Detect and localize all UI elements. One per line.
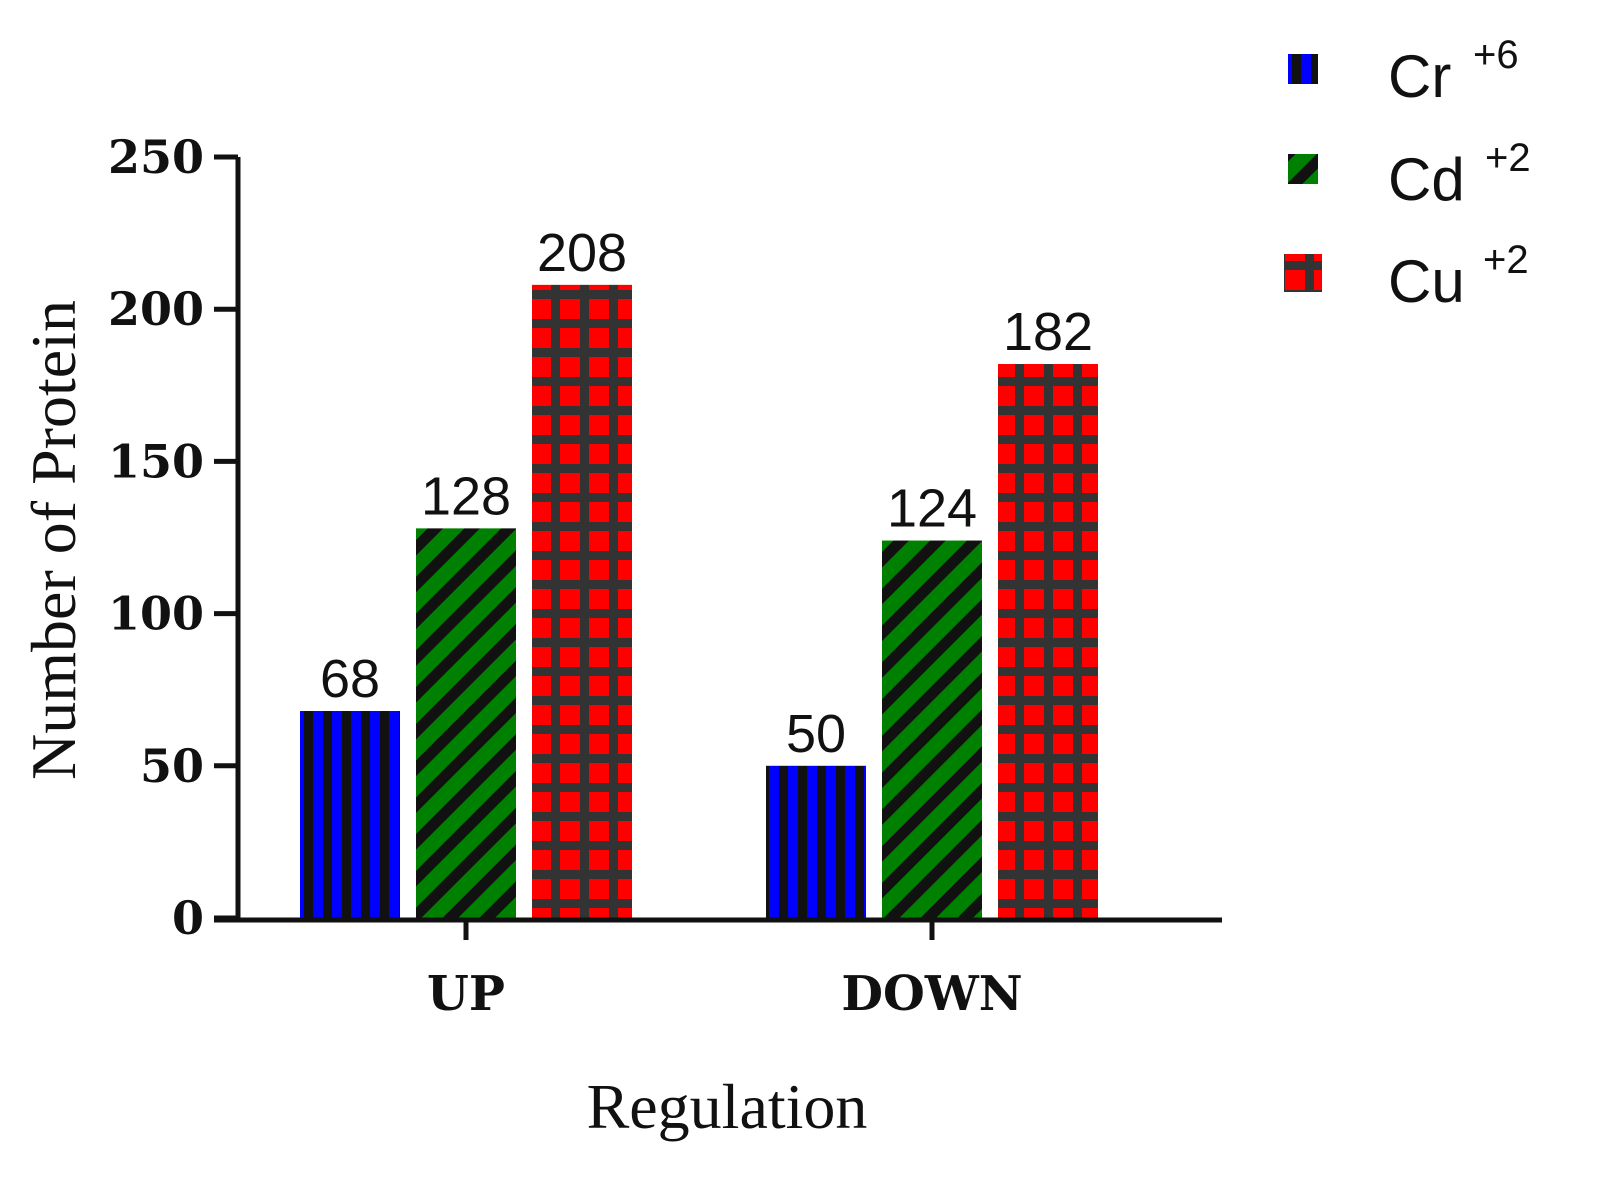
- legend-label-cr: Cr: [1388, 43, 1451, 110]
- legend-superscript-cu: +2: [1483, 238, 1529, 282]
- x-ticks-layer: UP DOWN: [427, 920, 1023, 1022]
- bar-down-cr: [766, 765, 866, 918]
- y-ticks-layer: 0 50 100 150 200 250: [108, 130, 238, 945]
- legend: Cr +6 Cd +2 Cu +2: [1284, 33, 1531, 315]
- bar-down-cd: [882, 540, 982, 918]
- value-label-down-cu: 182: [1003, 302, 1093, 362]
- value-label-up-cr: 68: [320, 649, 380, 709]
- x-tick-label-up: UP: [427, 966, 505, 1022]
- value-labels-layer: 68 128 208 50 124 182: [320, 223, 1093, 764]
- legend-swatch-cu: [1284, 254, 1322, 292]
- bar-up-cr: [300, 711, 400, 918]
- bar-down-cu: [998, 363, 1098, 918]
- y-tick-label-250: 250: [108, 130, 204, 184]
- value-label-up-cd: 128: [421, 466, 511, 526]
- value-label-up-cu: 208: [537, 223, 627, 283]
- legend-swatch-cd: [1288, 154, 1318, 184]
- legend-superscript-cd: +2: [1485, 136, 1531, 180]
- bars-layer: [300, 284, 1098, 918]
- y-tick-label-100: 100: [108, 587, 204, 641]
- x-axis-title: Regulation: [587, 1071, 868, 1142]
- bar-up-cu: [532, 284, 632, 918]
- legend-superscript-cr: +6: [1473, 33, 1519, 77]
- y-tick-label-200: 200: [108, 282, 204, 336]
- y-tick-label-0: 0: [172, 891, 204, 945]
- y-tick-label-50: 50: [140, 739, 204, 793]
- x-tick-label-down: DOWN: [841, 966, 1022, 1022]
- value-label-down-cd: 124: [887, 479, 977, 539]
- legend-item-cr: Cr +6: [1288, 33, 1519, 110]
- bar-up-cd: [416, 528, 516, 918]
- legend-item-cu: Cu +2: [1284, 238, 1529, 315]
- legend-swatch-cr: [1288, 54, 1318, 84]
- y-tick-label-150: 150: [108, 434, 204, 488]
- y-axis-title: Number of Protein: [18, 300, 89, 780]
- legend-item-cd: Cd +2: [1288, 136, 1531, 213]
- legend-label-cu: Cu: [1388, 248, 1465, 315]
- legend-label-cd: Cd: [1388, 146, 1465, 213]
- value-label-down-cr: 50: [786, 704, 846, 764]
